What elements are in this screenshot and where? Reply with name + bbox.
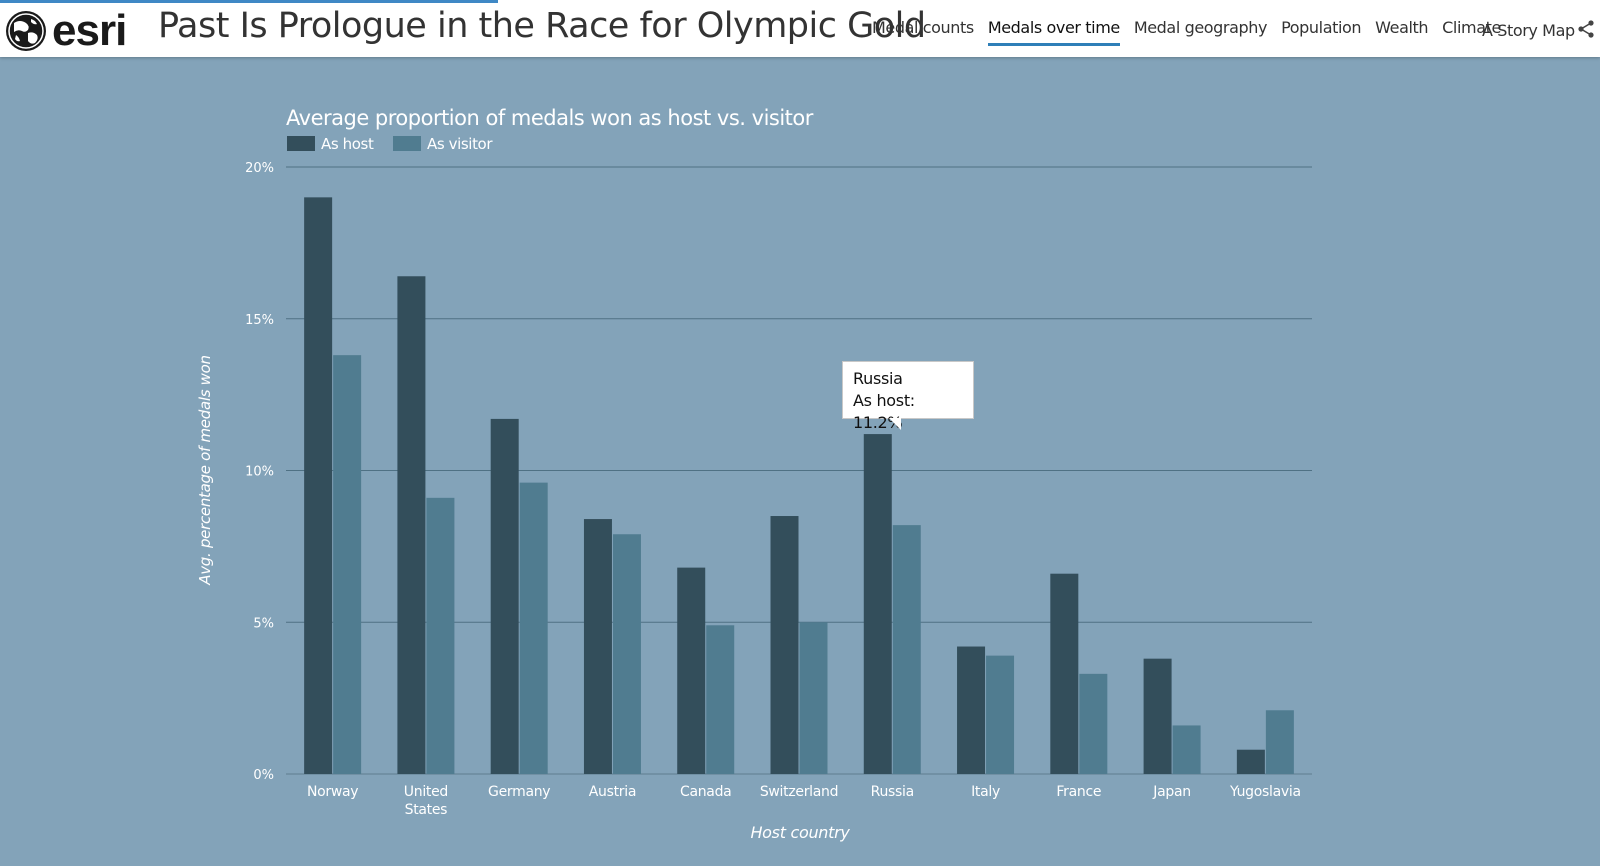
x-axis-label: Host country (750, 823, 850, 842)
bar-host-yugoslavia[interactable] (1236, 749, 1265, 774)
bar-host-russia[interactable] (863, 434, 892, 774)
bar-visitor-france[interactable] (1079, 673, 1108, 774)
bar-host-austria[interactable] (583, 519, 612, 774)
bar-visitor-germany[interactable] (519, 482, 548, 774)
bar-host-germany[interactable] (490, 418, 519, 774)
page-title: Past Is Prologue in the Race for Olympic… (158, 6, 926, 46)
bar-host-japan[interactable] (1143, 658, 1172, 774)
bar-host-switzerland[interactable] (770, 516, 799, 774)
legend-label-visitor: As visitor (427, 135, 493, 153)
bar-host-canada[interactable] (677, 567, 706, 774)
x-tick-label: Russia (871, 784, 914, 800)
x-tick-label: Switzerland (760, 784, 838, 800)
chart-tooltip: Russia As host: 11.2% (842, 361, 974, 432)
bar-visitor-italy[interactable] (986, 655, 1015, 774)
tooltip-title: Russia (853, 369, 903, 388)
bar-visitor-austria[interactable] (612, 534, 641, 774)
x-tick-label: Japan (1152, 784, 1191, 800)
tab-wealth[interactable]: Wealth (1375, 18, 1429, 37)
bar-visitor-yugoslavia[interactable] (1265, 710, 1294, 774)
bar-visitor-russia[interactable] (892, 525, 921, 774)
app-header: esri Past Is Prologue in the Race for Ol… (0, 0, 1600, 57)
bar-visitor-canada[interactable] (706, 625, 735, 774)
tooltip-value: As host: 11.2% (853, 391, 915, 432)
y-tick-label: 0% (253, 768, 274, 783)
legend-swatch-host (287, 136, 315, 151)
bar-visitor-switzerland[interactable] (799, 622, 828, 774)
x-tick-label: Yugoslavia (1229, 784, 1301, 800)
x-tick-label: France (1056, 784, 1101, 800)
legend-swatch-visitor (393, 136, 421, 151)
tab-medal-counts[interactable]: Medal counts (872, 18, 974, 37)
x-tick-label: Germany (488, 784, 550, 800)
bar-visitor-united-states[interactable] (426, 497, 455, 774)
brand-wordmark: esri (52, 6, 127, 55)
x-tick-label: United States (404, 784, 448, 818)
bar-host-united-states[interactable] (397, 276, 426, 774)
bar-visitor-norway[interactable] (333, 355, 362, 774)
tab-medals-over-time[interactable]: Medals over time (987, 18, 1120, 46)
y-tick-label: 5% (253, 616, 274, 631)
x-tick-label: Austria (589, 784, 636, 800)
esri-globe-icon (6, 11, 46, 51)
tab-medal-geography[interactable]: Medal geography (1133, 18, 1268, 37)
y-tick-label: 20% (245, 161, 274, 176)
tab-population[interactable]: Population (1281, 18, 1362, 37)
x-tick-label: Italy (971, 784, 1000, 800)
y-tick-label: 10% (245, 465, 274, 480)
y-tick-label: 15% (245, 313, 274, 328)
scroll-progress-bar (0, 0, 498, 3)
esri-logo[interactable]: esri (4, 6, 127, 55)
legend-label-host: As host (321, 135, 374, 153)
bar-host-italy[interactable] (957, 646, 986, 774)
share-icon[interactable] (1578, 20, 1594, 38)
legend: As host As visitor (287, 135, 494, 153)
chart-title: Average proportion of medals won as host… (286, 106, 814, 130)
x-tick-label: Canada (680, 784, 731, 800)
x-tick-label: Norway (307, 784, 358, 800)
story-map-link[interactable]: A Story Map (1482, 21, 1575, 40)
bar-host-france[interactable] (1050, 573, 1079, 774)
bar-visitor-japan[interactable] (1172, 725, 1201, 774)
tab-climate[interactable]: Climate (1442, 18, 1501, 37)
section-nav: Medal counts Medals over time Medal geog… (872, 18, 1515, 46)
bar-host-norway[interactable] (304, 197, 333, 775)
y-axis-label: Avg. percentage of medals won (196, 355, 214, 585)
